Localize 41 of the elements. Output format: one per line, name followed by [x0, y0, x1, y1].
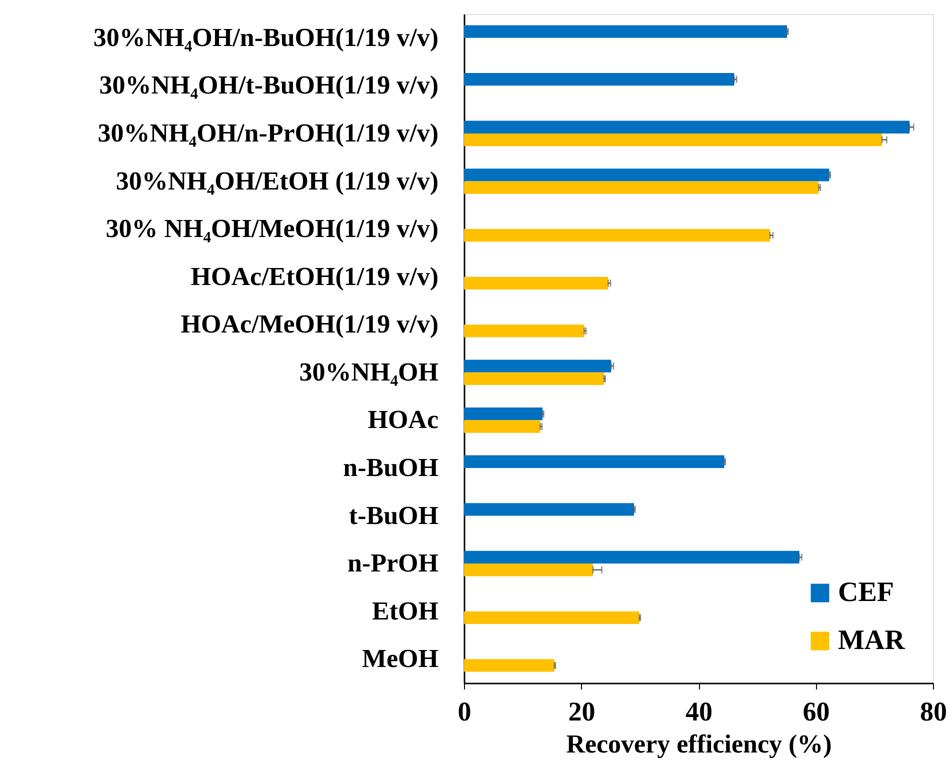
bar [464, 408, 543, 420]
x-tick-label: 0 [458, 696, 472, 726]
x-tick-label: 80 [920, 696, 947, 726]
x-tick-label: 20 [568, 696, 596, 726]
y-tick-label: t-BuOH [348, 500, 438, 530]
bar [464, 550, 800, 564]
bar [464, 181, 819, 194]
x-axis-title: Recovery efficiency (%) [566, 730, 832, 758]
x-tick-label: 40 [686, 696, 712, 726]
y-tick-label: n-BuOH [343, 452, 438, 482]
bar [464, 659, 554, 672]
y-tick-label: HOAc [368, 405, 438, 434]
bar [464, 455, 724, 468]
y-tick-label: 30%NH₄OH [299, 357, 438, 386]
y-tick-label: HOAc/MeOH(1/19 v/v) [180, 310, 438, 339]
bar [464, 611, 640, 624]
legend-label: CEF [838, 577, 894, 608]
bar [464, 564, 593, 576]
bar [464, 372, 604, 386]
bar [464, 324, 584, 338]
bar [464, 133, 882, 146]
bar [464, 276, 608, 290]
y-tick-label: MeOH [362, 644, 438, 674]
bar [464, 120, 910, 134]
y-tick-label: 30%NH₄OH/t-BuOH(1/19 v/v) [99, 70, 438, 100]
x-tick-label: 60 [802, 696, 830, 726]
bar [464, 229, 770, 242]
y-tick-label: EtOH [372, 596, 438, 626]
y-tick-label: 30%NH₄OH/n-BuOH(1/19 v/v) [93, 22, 438, 52]
bar [464, 25, 788, 38]
y-tick-label: 30% NH₄OH/MeOH(1/19 v/v) [106, 214, 438, 244]
y-tick-label: 30%NH₄OH/EtOH (1/19 v/v) [116, 166, 438, 196]
y-tick-label: n-PrOH [348, 548, 438, 578]
legend-label: MAR [838, 625, 906, 656]
bar [464, 360, 612, 372]
bar [464, 420, 540, 433]
y-tick-label: HOAc/EtOH(1/19 v/v) [190, 262, 438, 291]
bar [464, 73, 734, 86]
bar [464, 503, 634, 516]
y-tick-label: 30%NH₄OH/n-PrOH(1/19 v/v) [98, 118, 438, 148]
bar [464, 168, 830, 182]
